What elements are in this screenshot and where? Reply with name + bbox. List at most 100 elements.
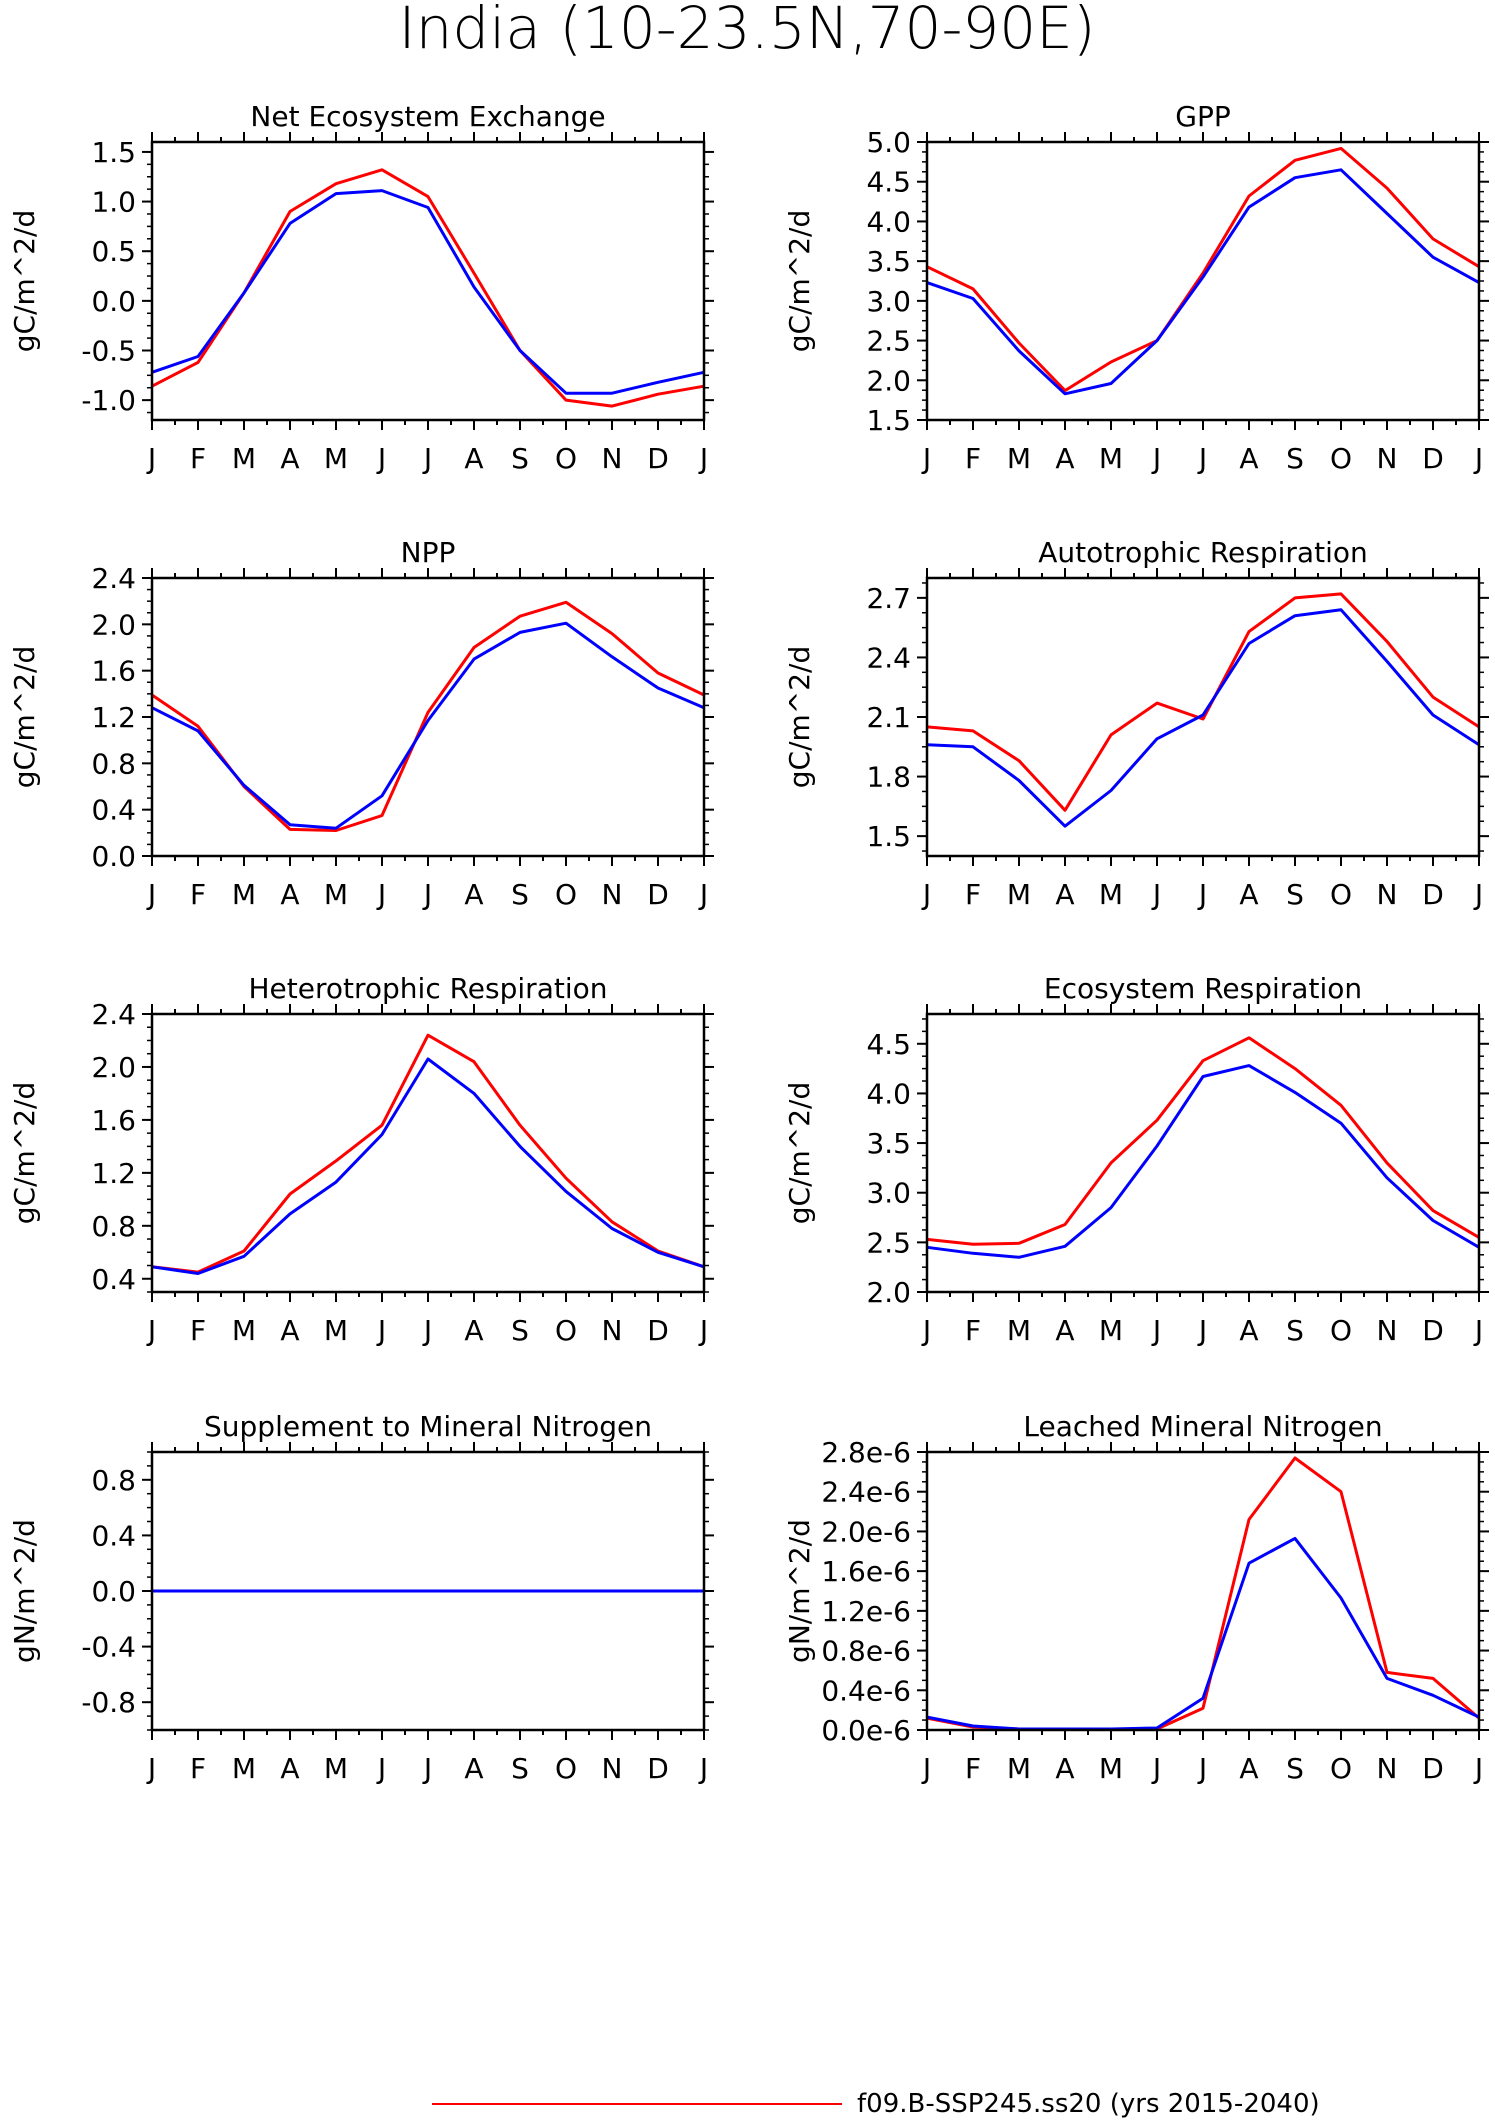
- x-tick-label: F: [190, 1314, 206, 1347]
- y-tick-label: 1.2: [91, 1157, 136, 1190]
- x-tick-label: D: [647, 878, 669, 911]
- x-tick-label: J: [146, 878, 156, 911]
- y-tick-label: 0.8: [91, 1210, 136, 1243]
- x-tick-label: M: [1099, 878, 1123, 911]
- y-tick-label: 2.4e-6: [821, 1476, 911, 1509]
- y-axis-label: gN/m^2/d: [8, 1519, 41, 1663]
- x-tick-label: J: [1151, 878, 1161, 911]
- y-tick-label: 2.0: [91, 608, 136, 641]
- x-tick-label: S: [1286, 1752, 1304, 1785]
- x-tick-label: M: [1007, 442, 1031, 475]
- legend: f09.B-SSP245.ss20 (yrs 2015-2040): [432, 2089, 1320, 2119]
- plot-frame: [150, 1450, 706, 1732]
- x-tick-label: S: [1286, 442, 1304, 475]
- y-tick-label: 0.4: [91, 1263, 136, 1296]
- x-tick-label: O: [1330, 1752, 1352, 1785]
- x-tick-label: F: [965, 1314, 981, 1347]
- y-axis-label: gC/m^2/d: [783, 210, 816, 353]
- x-tick-label: D: [1422, 1752, 1444, 1785]
- x-tick-label: M: [232, 442, 256, 475]
- x-tick-label: N: [1377, 878, 1398, 911]
- series-line: [151, 1033, 705, 1274]
- x-tick-label: J: [376, 1752, 386, 1785]
- x-tick-label: M: [1099, 442, 1123, 475]
- x-tick-label: S: [511, 1752, 529, 1785]
- y-tick-label: 0.0e-6: [821, 1714, 911, 1747]
- series-line: [151, 168, 705, 408]
- x-tick-label: D: [647, 442, 669, 475]
- x-tick-label: A: [1055, 878, 1074, 911]
- x-tick-label: F: [965, 1752, 981, 1785]
- x-tick-label: S: [1286, 1314, 1304, 1347]
- chart-title: Leached Mineral Nitrogen: [1023, 1410, 1382, 1443]
- x-tick-label: F: [965, 878, 981, 911]
- plot-frame: [150, 140, 706, 422]
- chart-title: Supplement to Mineral Nitrogen: [204, 1410, 652, 1443]
- y-tick-label: 2.0: [91, 1051, 136, 1084]
- x-tick-label: J: [921, 1752, 931, 1785]
- y-tick-label: 1.6: [91, 1104, 136, 1137]
- y-tick-label: 2.1: [866, 701, 911, 734]
- x-tick-label: O: [1330, 1314, 1352, 1347]
- y-tick-label: 3.5: [866, 245, 911, 278]
- y-tick-label: 2.4: [91, 998, 136, 1031]
- y-tick-label: 0.4: [91, 1519, 136, 1552]
- y-tick-label: 4.5: [866, 166, 911, 199]
- x-tick-label: N: [602, 442, 623, 475]
- plot-frame: [925, 1012, 1481, 1294]
- chart-title: GPP: [1175, 100, 1230, 133]
- chart-title: Autotrophic Respiration: [1038, 536, 1367, 569]
- x-tick-label: N: [602, 1314, 623, 1347]
- x-tick-label: N: [1377, 1752, 1398, 1785]
- x-tick-label: D: [1422, 442, 1444, 475]
- plot-frame: [925, 140, 1481, 422]
- series-line: [926, 1536, 1480, 1731]
- x-tick-label: O: [555, 1314, 577, 1347]
- series-line: [926, 1456, 1480, 1731]
- x-tick-label: A: [1055, 1752, 1074, 1785]
- chart-panel: Supplement to Mineral Nitrogen gN/m^2/d J F…: [8, 1410, 714, 1785]
- y-axis-label: gC/m^2/d: [783, 1082, 816, 1225]
- y-tick-label: 1.5: [866, 404, 911, 437]
- x-tick-label: M: [324, 1314, 348, 1347]
- x-tick-label: A: [1239, 442, 1258, 475]
- x-tick-label: D: [647, 1752, 669, 1785]
- x-tick-label: J: [1473, 878, 1483, 911]
- x-tick-label: S: [511, 878, 529, 911]
- x-tick-label: M: [1099, 1314, 1123, 1347]
- x-tick-label: M: [232, 878, 256, 911]
- x-tick-label: J: [146, 442, 156, 475]
- x-tick-label: A: [1239, 878, 1258, 911]
- x-tick-label: F: [190, 1752, 206, 1785]
- x-tick-label: J: [422, 1752, 432, 1785]
- plot-frame: [150, 576, 706, 858]
- x-tick-label: J: [1197, 878, 1207, 911]
- x-tick-label: M: [232, 1752, 256, 1785]
- x-tick-label: J: [146, 1314, 156, 1347]
- x-tick-label: M: [1099, 1752, 1123, 1785]
- y-tick-label: 0.8e-6: [821, 1635, 911, 1668]
- x-tick-label: M: [232, 1314, 256, 1347]
- x-tick-label: D: [647, 1314, 669, 1347]
- y-tick-label: 2.4: [866, 641, 911, 674]
- x-tick-label: A: [1239, 1314, 1258, 1347]
- x-tick-label: J: [1151, 442, 1161, 475]
- y-tick-label: 0.5: [91, 235, 136, 268]
- series-line: [926, 608, 1480, 828]
- y-tick-label: 2.4: [91, 562, 136, 595]
- y-tick-label: 0.4e-6: [821, 1674, 911, 1707]
- x-tick-label: M: [324, 442, 348, 475]
- y-tick-label: 3.5: [866, 1127, 911, 1160]
- y-tick-label: 2.7: [866, 582, 911, 615]
- x-tick-label: O: [555, 442, 577, 475]
- series-line: [151, 600, 705, 832]
- x-tick-label: J: [698, 442, 708, 475]
- y-tick-label: 1.2: [91, 701, 136, 734]
- y-tick-label: 2.5: [866, 1226, 911, 1259]
- x-tick-label: S: [511, 1314, 529, 1347]
- x-tick-label: M: [324, 878, 348, 911]
